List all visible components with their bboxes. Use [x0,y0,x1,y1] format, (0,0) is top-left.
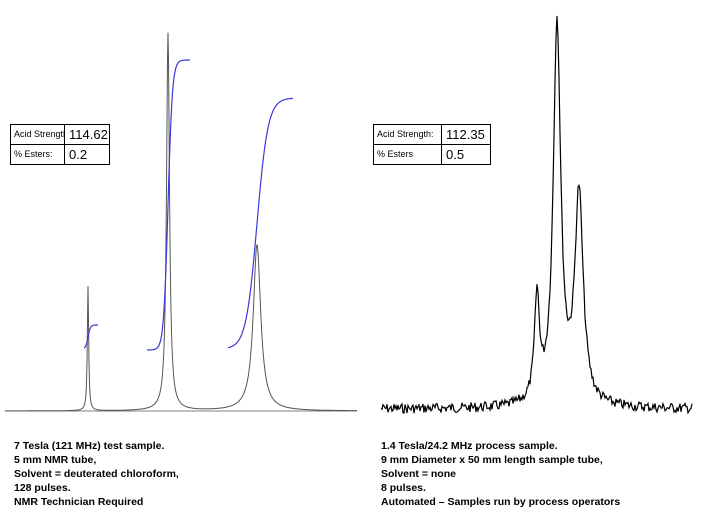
integral-curve [227,97,293,349]
left-caption: 7 Tesla (121 MHz) test sample. 5 mm NMR … [14,439,179,509]
right-caption: 1.4 Tesla/24.2 MHz process sample. 9 mm … [381,439,620,509]
caption-line: 5 mm NMR tube, [14,454,97,466]
caption-line: 9 mm Diameter x 50 mm length sample tube… [381,454,603,466]
left-info-box: Acid Strength: 114.62 % Esters: 0.2 [10,124,110,165]
esters-value: 0.2 [69,147,88,162]
caption-line: 7 Tesla (121 MHz) test sample. [14,440,165,452]
acid-strength-value: 112.35 [446,127,485,142]
left-spectrum [5,32,357,412]
integral-curve [83,324,98,349]
caption-line: Solvent = deuterated chloroform, [14,468,179,480]
spectrum-line [5,32,357,412]
caption-line: 128 pulses. [14,482,71,494]
acid-strength-label: Acid Strength: [374,125,442,144]
esters-label: % Esters [374,145,442,164]
esters-label: % Esters: [11,145,65,164]
acid-strength-label: Acid Strength: [11,125,65,144]
right-info-box: Acid Strength: 112.35 % Esters 0.5 [373,124,491,165]
right-spectrum [380,15,693,415]
spectra-plot-area [5,15,693,415]
caption-line: 8 pulses. [381,482,426,494]
caption-line: Solvent = none [381,468,456,480]
integral-curve [147,59,190,351]
spectrum-line [380,15,693,415]
caption-line: Automated – Samples run by process opera… [381,496,621,508]
caption-line: NMR Technician Required [14,496,144,508]
esters-value: 0.5 [446,147,465,162]
caption-line: 1.4 Tesla/24.2 MHz process sample. [381,440,558,452]
acid-strength-value: 114.62 [69,127,108,142]
